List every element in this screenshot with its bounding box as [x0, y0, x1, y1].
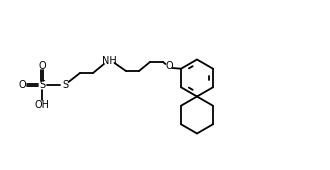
Text: NH: NH	[102, 56, 116, 66]
Text: O: O	[18, 80, 26, 90]
Text: O: O	[38, 61, 46, 71]
Text: S: S	[39, 80, 45, 90]
Text: S: S	[62, 80, 68, 90]
Text: O: O	[165, 61, 173, 71]
Text: OH: OH	[35, 100, 50, 110]
